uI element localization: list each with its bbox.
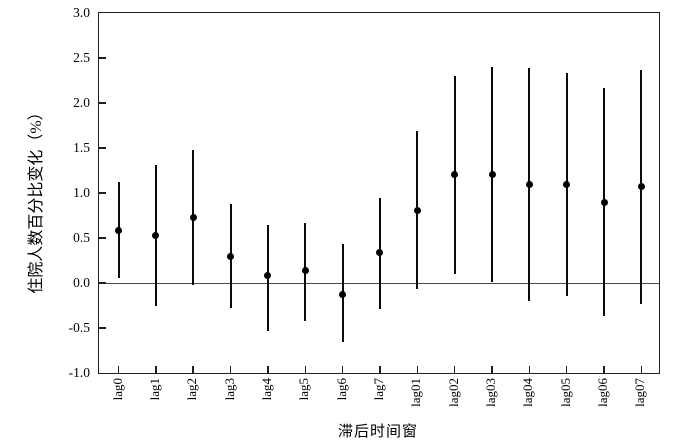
x-axis-tick bbox=[416, 366, 419, 373]
data-point-marker bbox=[563, 180, 571, 188]
data-point-marker bbox=[600, 198, 608, 206]
data-point-marker bbox=[152, 231, 160, 239]
y-axis-tick bbox=[99, 282, 106, 284]
data-point-marker bbox=[488, 170, 496, 178]
x-axis-tick bbox=[192, 366, 194, 373]
y-axis-tick bbox=[99, 57, 106, 59]
x-tick-label: lag03 bbox=[483, 378, 498, 407]
x-tick-label: lag2 bbox=[184, 378, 200, 401]
x-axis-tick bbox=[491, 366, 493, 373]
y-tick-label: 0.0 bbox=[73, 274, 90, 290]
x-axis-tick bbox=[229, 366, 232, 373]
y-axis-tick bbox=[99, 237, 106, 239]
x-tick-label: lag05 bbox=[557, 378, 573, 407]
data-point-marker bbox=[115, 227, 122, 235]
plot-area bbox=[98, 12, 660, 374]
data-point-marker bbox=[637, 183, 645, 191]
data-point-marker bbox=[264, 272, 272, 280]
x-tick-label: lag1 bbox=[146, 378, 162, 401]
x-tick-label: lag04 bbox=[520, 378, 536, 407]
x-axis-tick bbox=[528, 366, 531, 373]
y-axis-title: 住院人数百分比变化（%） bbox=[28, 104, 45, 294]
x-axis-tick bbox=[304, 366, 306, 373]
data-point-marker bbox=[301, 266, 309, 274]
x-axis-title: 滞后时间窗 bbox=[337, 424, 418, 440]
data-point-marker bbox=[376, 248, 384, 256]
y-tick-label: -0.5 bbox=[68, 319, 90, 335]
data-point-marker bbox=[189, 213, 197, 221]
y-tick-label: 0.5 bbox=[73, 229, 90, 245]
x-axis-tick bbox=[379, 366, 381, 373]
x-tick-label: lag5 bbox=[296, 378, 312, 401]
y-tick-label: 2.5 bbox=[73, 49, 90, 65]
y-tick-label: 3.0 bbox=[73, 4, 90, 20]
x-axis-tick bbox=[453, 366, 456, 373]
x-axis-tick bbox=[603, 366, 605, 373]
x-axis-tick bbox=[155, 366, 157, 373]
x-tick-label: lag3 bbox=[221, 378, 237, 401]
y-tick-label: -1.0 bbox=[68, 364, 90, 380]
y-axis-tick bbox=[99, 147, 106, 149]
x-tick-label: lag7 bbox=[370, 378, 386, 401]
x-axis-tick bbox=[640, 366, 643, 373]
y-tick-label: 2.0 bbox=[73, 94, 90, 110]
y-axis-tick bbox=[99, 102, 106, 104]
x-axis-tick bbox=[341, 366, 344, 373]
y-tick-label: 1.0 bbox=[73, 184, 90, 200]
data-point-marker bbox=[227, 252, 235, 260]
data-point-marker bbox=[451, 170, 459, 178]
x-tick-label: lag07 bbox=[632, 378, 648, 407]
data-point-marker bbox=[339, 291, 347, 299]
data-point-marker bbox=[525, 180, 533, 188]
x-axis-tick bbox=[267, 366, 269, 373]
x-tick-label: lag0 bbox=[109, 378, 125, 401]
y-axis-tick bbox=[99, 192, 106, 194]
x-tick-label: lag4 bbox=[258, 378, 274, 401]
x-axis-tick bbox=[565, 366, 568, 373]
data-point-marker bbox=[413, 206, 421, 214]
x-tick-label: lag02 bbox=[445, 378, 461, 407]
x-axis-tick bbox=[117, 366, 120, 373]
y-tick-label: 1.5 bbox=[73, 139, 90, 155]
x-tick-label: lag06 bbox=[595, 378, 611, 407]
x-tick-label: lag01 bbox=[408, 378, 424, 407]
x-tick-label: lag6 bbox=[333, 378, 349, 401]
y-axis-tick bbox=[99, 327, 106, 329]
